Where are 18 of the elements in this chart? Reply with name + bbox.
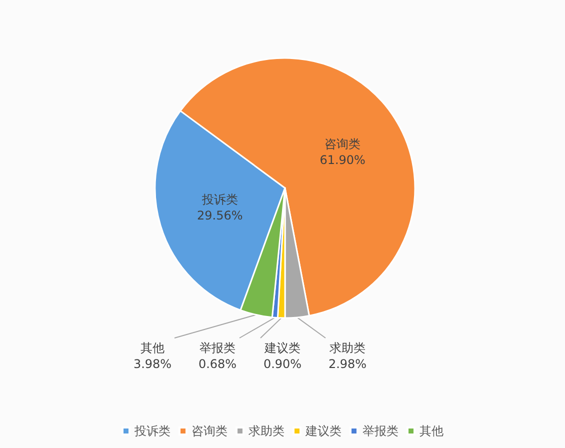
legend-label: 求助类 [248,424,284,438]
slice-label: 求助类 [330,341,366,355]
legend-label: 咨询类 [192,424,228,438]
slice-label: 咨询类 [324,136,361,151]
legend-label: 投诉类 [134,424,170,438]
data-label: 0.68% [198,357,237,371]
data-label: 2.98% [328,357,367,371]
legend-label: 建议类 [304,424,342,438]
legend-label: 举报类 [362,424,398,438]
slice-label: 建议类 [264,341,300,355]
slice-label: 举报类 [200,341,236,355]
data-label: 3.98% [133,357,172,371]
data-label: 61.90% [320,152,366,167]
legend-label: 其他 [420,424,444,438]
data-label: 0.90% [263,357,302,371]
slice-label: 投诉类 [200,192,238,207]
data-label: 29.56% [197,208,243,223]
slice-label: 其他 [140,341,164,355]
